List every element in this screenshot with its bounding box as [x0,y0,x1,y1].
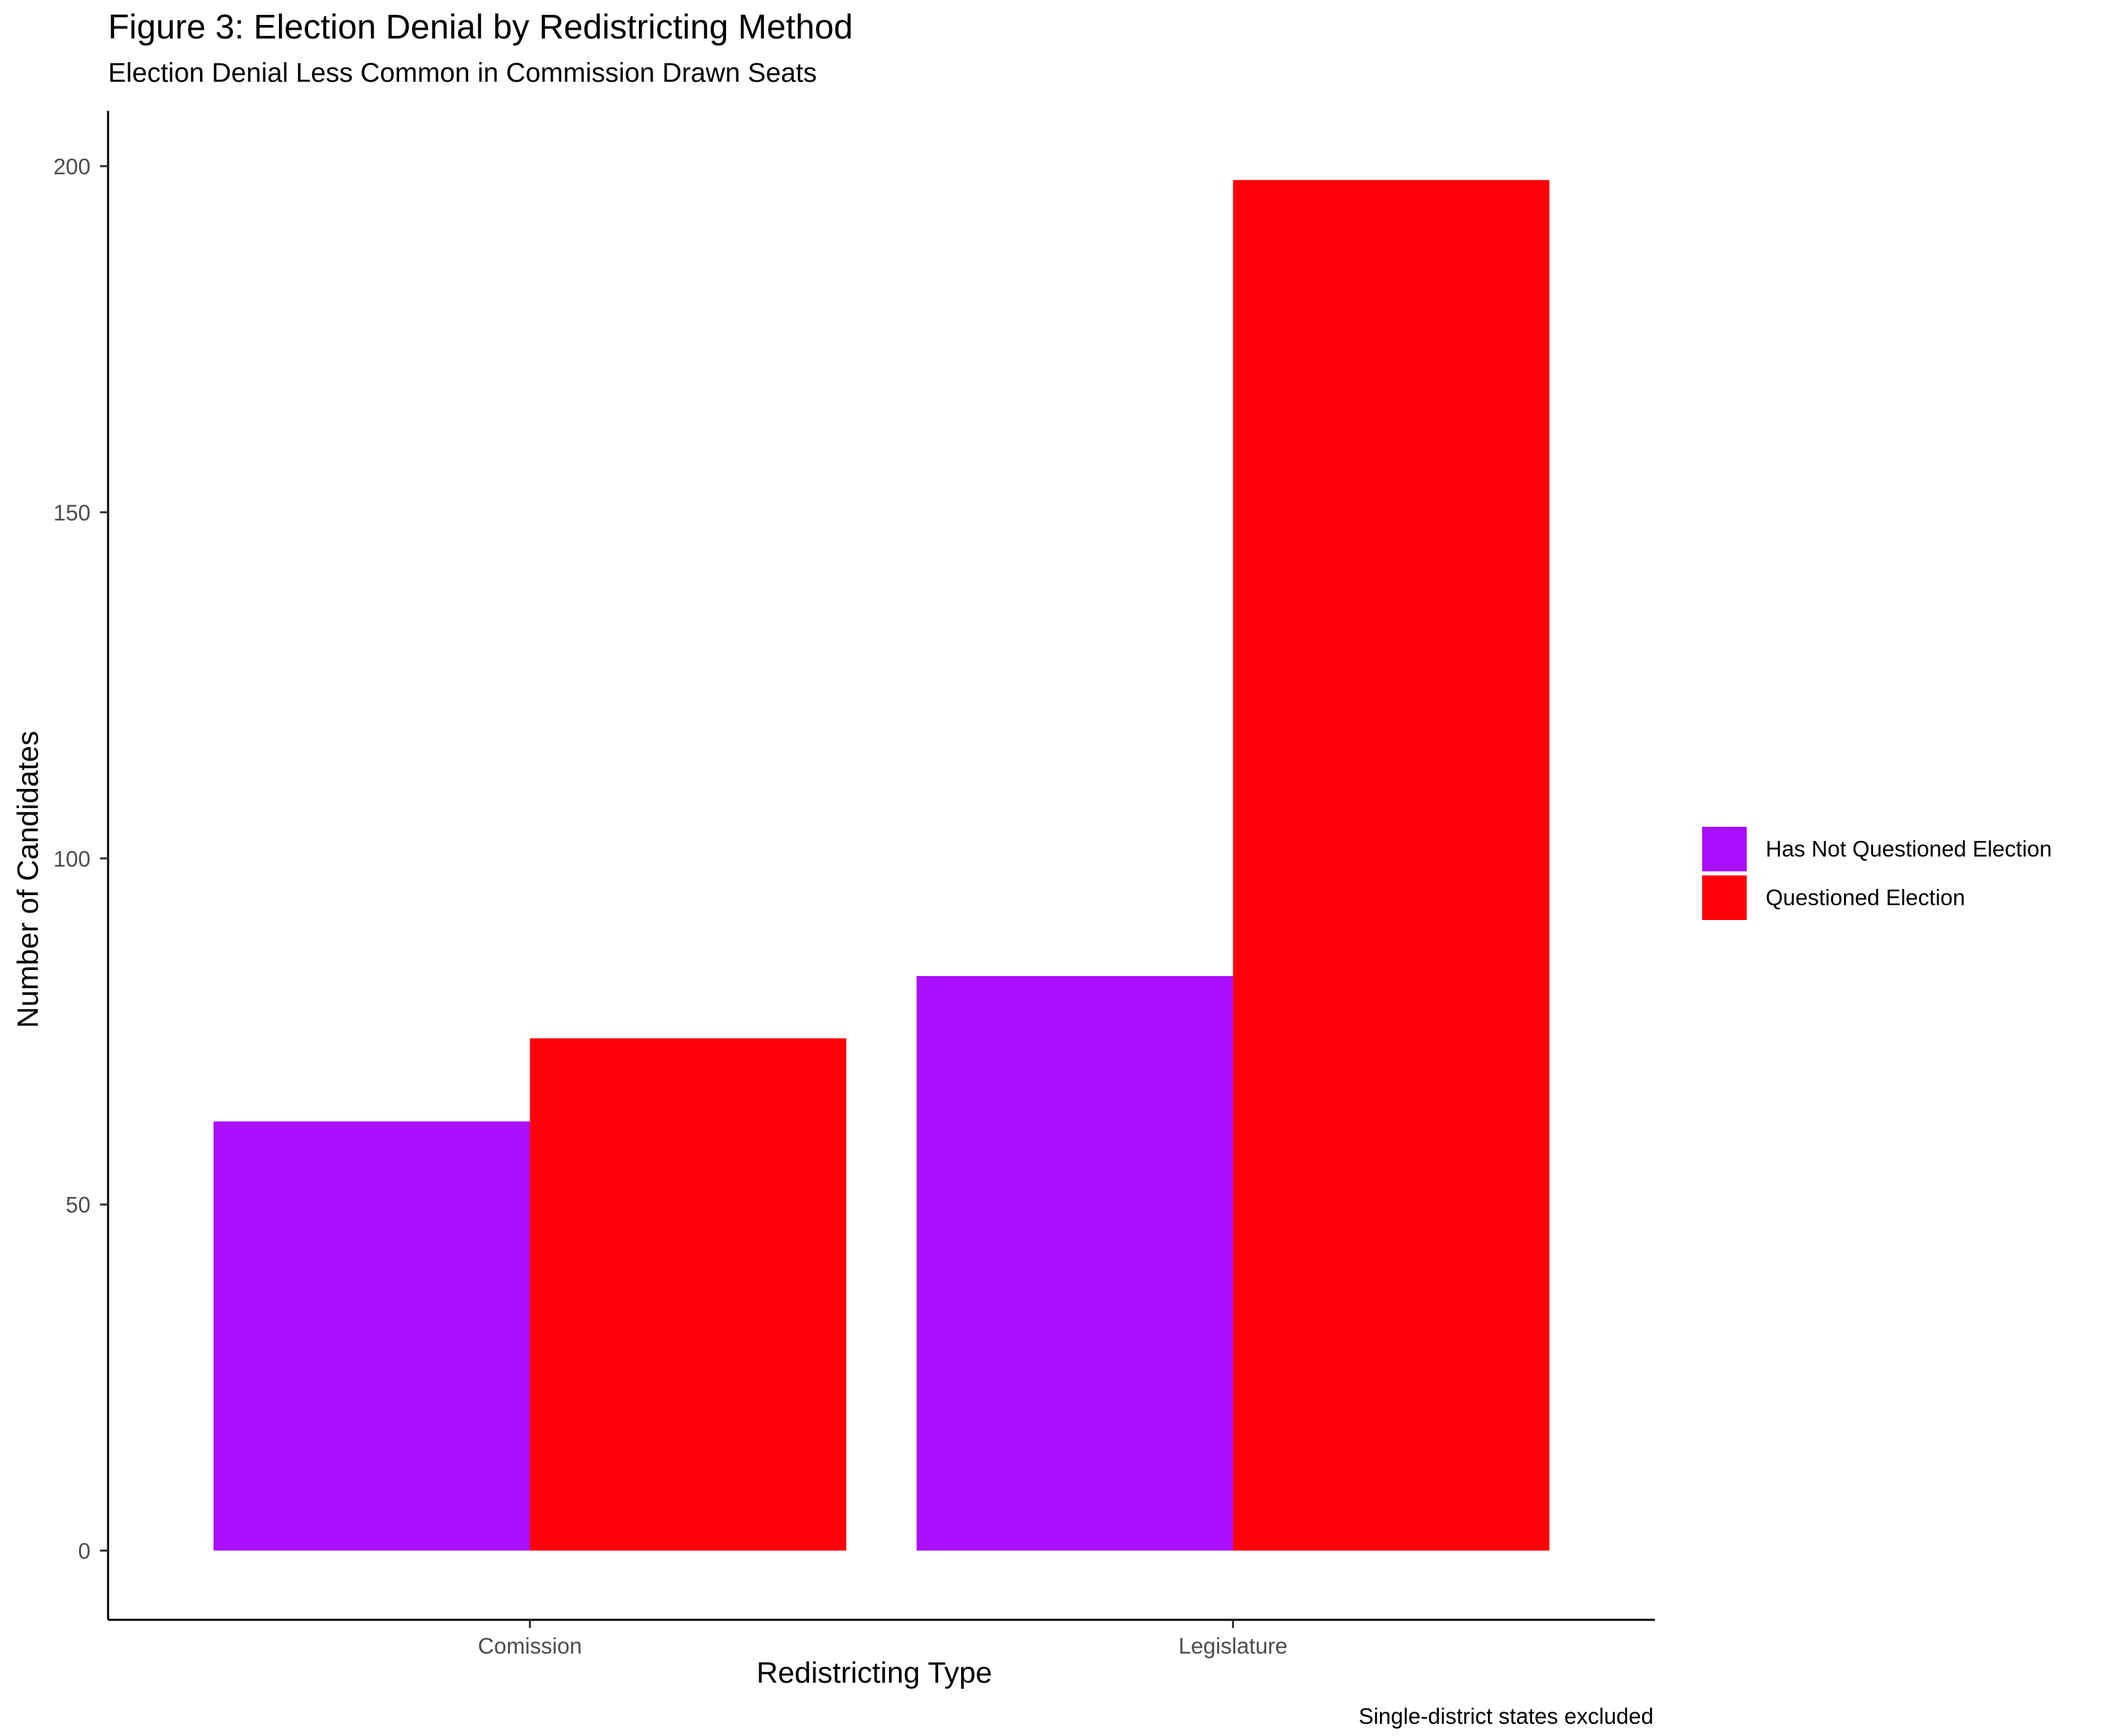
y-axis-label: Number of Candidates [11,730,45,1029]
y-tick-label: 0 [78,1539,91,1564]
chart-caption: Single-district states excluded [1358,1704,1654,1729]
bar-legislature-not-questioned [917,975,1233,1551]
x-axis-label: Redistricting Type [757,1656,992,1689]
chart-subtitle: Election Denial Less Common in Commissio… [108,58,817,88]
y-tick-label: 100 [53,846,91,871]
bar-legislature-questioned [1233,180,1549,1551]
bars-group [213,180,1549,1551]
bar-comission-questioned [530,1038,846,1551]
x-tick-label-legislature: Legislature [1179,1633,1287,1658]
legend-item-not-questioned: Has Not Questioned Election [1702,825,2052,873]
bar-comission-not-questioned [213,1121,530,1551]
y-tick-label: 50 [66,1192,91,1217]
legend-key-not-questioned [1702,827,1747,871]
x-tick-label-comission: Comission [478,1633,582,1658]
legend-label-questioned: Questioned Election [1766,885,1966,910]
axes-group: 0 50 100 150 200 Comission Legislature [53,111,1655,1658]
legend-key-questioned [1702,875,1747,920]
y-tick-label: 150 [53,500,91,525]
legend-label-not-questioned: Has Not Questioned Election [1766,836,2052,861]
legend: Has Not Questioned Election Questioned E… [1702,825,2052,923]
legend-item-questioned: Questioned Election [1702,874,2052,921]
y-tick-label: 200 [53,154,91,179]
chart-title: Figure 3: Election Denial by Redistricti… [108,7,853,46]
